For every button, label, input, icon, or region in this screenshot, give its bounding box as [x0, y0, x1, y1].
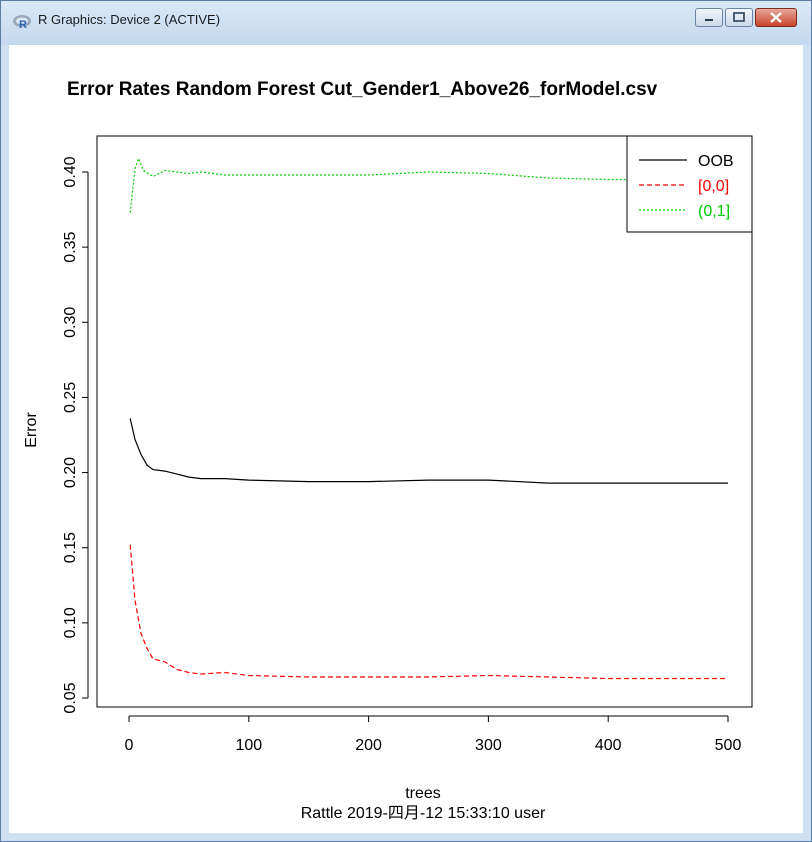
maximize-icon: [733, 12, 745, 22]
chart-title: Error Rates Random Forest Cut_Gender1_Ab…: [67, 79, 658, 100]
x-tick-label: 300: [475, 737, 502, 754]
y-axis-label: Error: [23, 412, 40, 448]
plot-canvas: Error Rates Random Forest Cut_Gender1_Ab…: [9, 45, 803, 833]
legend-box: [626, 135, 753, 233]
x-tick-label: 200: [355, 737, 382, 754]
maximize-button[interactable]: [725, 8, 753, 27]
x-tick-label: 500: [715, 737, 742, 754]
legend-label: (0,1]: [698, 203, 730, 220]
y-tick-label: 0.20: [62, 457, 79, 488]
x-axis-label: trees: [405, 785, 441, 802]
y-tick-label: 0.05: [62, 682, 79, 713]
y-tick-label: 0.30: [62, 307, 79, 338]
y-tick-label: 0.15: [62, 532, 79, 563]
x-tick-label: 0: [125, 737, 134, 754]
subtitle: Rattle 2019-四月-12 15:33:10 user: [301, 805, 546, 822]
r-logo-icon: R: [13, 15, 31, 30]
series-line-0: [129, 418, 728, 484]
legend-label: OOB: [698, 153, 734, 170]
x-tick-label: 400: [595, 737, 622, 754]
x-tick-label: 100: [235, 737, 262, 754]
y-tick-label: 0.10: [62, 607, 79, 638]
series-line-2: [129, 156, 729, 213]
plot-box: [96, 135, 753, 708]
error-rate-chart: Error Rates Random Forest Cut_Gender1_Ab…: [23, 79, 753, 822]
svg-text:R: R: [19, 19, 27, 30]
y-tick-label: 0.35: [62, 231, 79, 262]
close-icon: [770, 12, 782, 23]
legend-label: [0,0]: [698, 178, 729, 195]
title-bar[interactable]: R R Graphics: Device 2 (ACTIVE): [1, 1, 811, 45]
minimize-icon: [705, 19, 713, 21]
series-line-1: [129, 544, 728, 680]
y-tick-label: 0.25: [62, 382, 79, 413]
window-title: R Graphics: Device 2 (ACTIVE): [38, 12, 221, 27]
y-tick-label: 0.40: [62, 156, 79, 187]
minimize-button[interactable]: [695, 8, 723, 27]
close-button[interactable]: [755, 8, 797, 27]
